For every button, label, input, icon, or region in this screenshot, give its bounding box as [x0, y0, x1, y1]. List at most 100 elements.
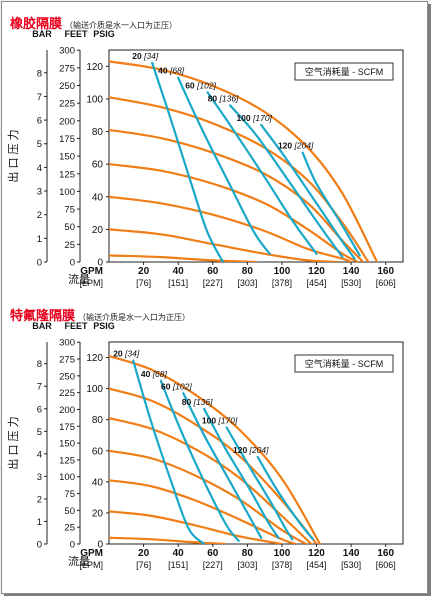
feet-tick-label: 150	[59, 439, 75, 450]
x-tick-label-lpm: [76]	[136, 278, 151, 288]
feet-tick-label: 0	[70, 540, 75, 551]
psig-tick-label: 60	[92, 446, 104, 457]
x-unit-label: GPM	[80, 266, 103, 277]
bar-tick-label: 2	[37, 494, 42, 505]
x-tick-label: 100	[274, 548, 291, 559]
unit-header-feet: FEET	[64, 321, 88, 331]
x-tick-label-lpm: [76]	[136, 560, 151, 570]
feet-tick-label: 0	[70, 258, 75, 269]
legend-label: 空气消耗量 - SCFM	[305, 66, 384, 77]
feet-tick-label: 175	[59, 422, 75, 433]
bar-tick-label: 7	[37, 92, 42, 103]
pressure-curve	[109, 510, 283, 544]
pressure-curve	[109, 536, 226, 544]
psig-tick-label: 120	[86, 62, 103, 73]
chart-2: BAR FEET PSIG01234567802550751001251501752…	[6, 321, 404, 570]
chart-1-subtitle: （输送介质是水一入口为正压）	[65, 21, 178, 30]
bar-tick-label: 7	[37, 382, 42, 393]
legend-label: 空气消耗量 - SCFM	[305, 358, 384, 369]
x-tick-label: 80	[242, 266, 254, 277]
y-axis-title: 出 口 压 力	[6, 416, 20, 469]
x-tick-label-lpm: [378]	[272, 278, 292, 288]
bar-tick-label: 3	[37, 187, 42, 198]
feet-tick-label: 175	[59, 134, 75, 145]
x-tick-label: 100	[274, 266, 291, 277]
unit-header-bar: BAR	[32, 321, 52, 331]
x-tick-label: 120	[308, 266, 325, 277]
feet-tick-label: 125	[59, 455, 75, 466]
x-tick-label: 40	[173, 266, 185, 277]
air-consumption-curve	[229, 104, 344, 259]
psig-tick-label: 20	[92, 508, 104, 519]
unit-header-feet: FEET	[64, 29, 88, 39]
x-tick-label: 20	[138, 266, 150, 277]
air-curve-label: 120 [204]	[233, 445, 269, 455]
bar-tick-label: 6	[37, 116, 42, 127]
x-tick-label-lpm: [606]	[376, 278, 396, 288]
air-consumption-curve	[132, 359, 206, 544]
air-consumption-curve	[151, 61, 225, 262]
pressure-curve	[109, 163, 360, 262]
x-tick-label: 60	[207, 266, 219, 277]
feet-tick-label: 200	[59, 116, 75, 127]
air-curve-label: 100 [170]	[202, 415, 238, 425]
x-unit-label: GPM	[80, 548, 103, 559]
pressure-curve	[109, 195, 353, 262]
curves-group	[109, 354, 322, 544]
feet-tick-label: 275	[59, 355, 75, 366]
x-tick-label-lpm: [227]	[203, 560, 223, 570]
feet-tick-label: 50	[64, 506, 75, 517]
feet-tick-label: 225	[59, 388, 75, 399]
feet-tick-label: 250	[59, 81, 75, 92]
chart-2-title: 特氟隆隔膜	[10, 308, 76, 323]
x-tick-label-lpm: [530]	[341, 560, 361, 570]
feet-tick-label: 150	[59, 152, 75, 163]
feet-tick-label: 100	[59, 472, 75, 483]
air-curve-label: 60 [102]	[185, 80, 216, 90]
x-tick-label-lpm: [454]	[307, 560, 327, 570]
unit-header-psig: PSIG	[93, 29, 115, 39]
air-consumption-curve	[256, 455, 315, 541]
feet-tick-label: 75	[64, 205, 75, 216]
y-axis-title: 出 口 压 力	[6, 129, 20, 182]
bar-tick-label: 1	[37, 234, 42, 245]
feet-tick-label: 75	[64, 489, 75, 500]
legend-box	[294, 62, 394, 81]
psig-tick-label: 40	[92, 192, 104, 203]
x-tick-label-lpm: [227]	[203, 278, 223, 288]
feet-tick-label: 300	[59, 46, 75, 57]
bar-tick-label: 0	[37, 258, 42, 269]
feet-tick-label: 200	[59, 405, 75, 416]
plot-area	[108, 49, 404, 263]
bar-tick-label: 6	[37, 404, 42, 415]
psig-tick-label: 100	[86, 94, 103, 105]
pressure-curve	[109, 254, 258, 262]
x-unit-label-secondary: [LPM]	[79, 278, 103, 288]
air-curve-label: 120 [204]	[278, 141, 314, 151]
unit-header-psig: PSIG	[93, 321, 115, 331]
curves-group	[109, 60, 379, 262]
pressure-curve	[109, 417, 313, 544]
x-tick-label-lpm: [530]	[341, 278, 361, 288]
bar-tick-label: 2	[37, 210, 42, 221]
air-curve-label: 40 [68]	[141, 369, 168, 379]
x-tick-label-lpm: [606]	[376, 560, 396, 570]
chart-2-subtitle: （输送介质是水一入口为正压）	[78, 313, 191, 322]
x-tick-label: 20	[138, 548, 150, 559]
unit-header-bar: BAR	[32, 29, 52, 39]
air-consumption-curve	[225, 426, 294, 541]
feet-tick-label: 25	[64, 523, 75, 534]
psig-tick-label: 40	[92, 477, 104, 488]
bar-tick-label: 5	[37, 139, 42, 150]
legend: 空气消耗量 - SCFM	[294, 354, 394, 373]
x-axis-title: 流量	[68, 272, 90, 286]
air-consumption-curve	[182, 392, 263, 539]
air-consumption-curve	[206, 91, 318, 255]
air-curve-label: 100 [170]	[236, 113, 272, 123]
psig-tick-label: 80	[92, 127, 104, 138]
air-consumption-curve	[177, 76, 271, 255]
chart-1-title-block: 橡胶隔膜 （输送介质是水一入口为正压）	[10, 13, 177, 33]
bar-tick-label: 4	[37, 449, 42, 460]
chart-1-title: 橡胶隔膜	[10, 16, 63, 31]
air-curve-label: 80 [136]	[182, 397, 213, 407]
